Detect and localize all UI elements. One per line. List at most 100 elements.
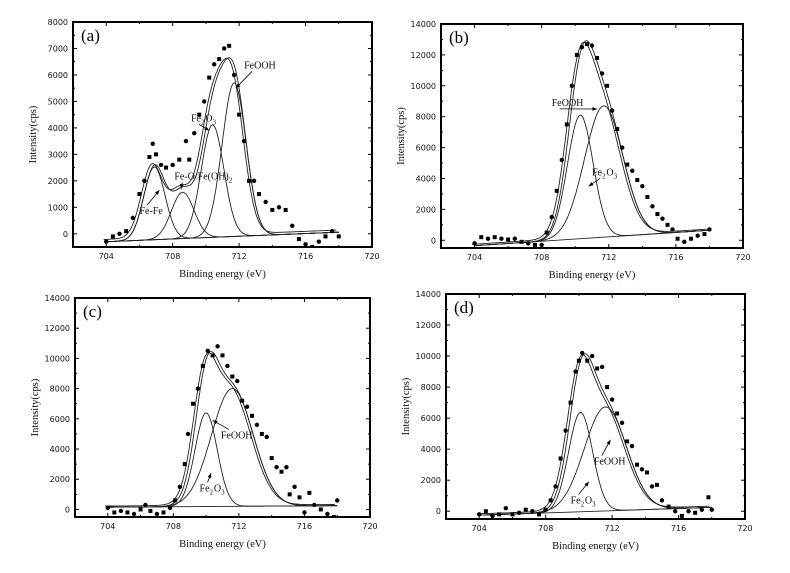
data-point [237,112,242,117]
data-point [673,509,678,514]
y-tick-label: 14000 [411,20,436,29]
y-tick-label: 5000 [48,97,68,106]
data-point [682,239,687,245]
data-point [250,413,254,418]
data-point [257,192,262,197]
data-point [605,385,610,390]
data-point [335,498,340,503]
y-tick-label: 1000 [48,203,68,212]
data-point [264,434,269,440]
data-point [161,510,166,515]
x-tick-label: 716 [668,253,683,262]
data-point [559,157,564,163]
data-point [220,353,225,358]
subscript: 2 [201,118,205,126]
text-part: FeOOH [244,60,276,71]
plot-area [103,43,341,247]
data-point [172,498,177,503]
annotation-label: Fe-Fe [139,206,163,217]
data-point [497,512,502,517]
y-tick-label: 7000 [48,44,68,53]
data-point [554,188,559,193]
data-point [104,239,109,244]
data-point [231,72,237,78]
data-point [548,498,553,503]
annotation-label: Fe2 O3 [571,495,597,508]
y-tick-label: 8000 [50,385,70,394]
panel-label: (b) [449,28,469,47]
data-point [274,464,279,470]
x-tick-label: 720 [737,524,752,533]
data-point [241,138,247,144]
data-point [699,507,705,512]
y-tick-label: 4000 [50,445,70,454]
data-point [225,363,230,369]
data-point [124,229,129,234]
subscript: 2 [229,177,233,185]
subscript: 2 [602,172,606,180]
data-point [693,510,698,515]
x-tick-label: 708 [538,524,553,533]
data-point [483,509,488,514]
data-point [619,420,625,425]
data-point [125,510,130,515]
text-part: Fe-O/Fe(OH) [174,172,228,183]
annotation-label: Fe2 O3 [191,113,217,126]
data-point [492,235,497,240]
plot-area [472,40,712,248]
data-point [254,422,260,428]
annotation-arrowhead-icon [180,183,184,189]
envelope-fit-curve [479,353,712,516]
data-point [279,469,284,474]
data-point [187,157,192,162]
data-point [479,235,484,240]
annotation-label: FeOOH [244,60,276,71]
data-point [644,470,649,475]
annotation-arrowhead-icon [204,126,210,131]
y-tick-label: 12000 [416,321,441,330]
data-point [205,348,210,354]
data-point [164,165,169,170]
annotation-arrowhead-icon [207,473,212,479]
x-tick-label: 704 [99,252,114,261]
y-tick-label: 14000 [416,290,441,299]
data-point [148,508,153,513]
annotation-arrowhead-icon [235,83,241,89]
text-part: Fe [571,495,582,506]
data-point [284,464,289,470]
data-point [290,223,295,229]
data-point [310,245,315,247]
data-point [549,214,554,220]
data-point [316,239,322,244]
text-part [216,113,217,124]
x-tick-label: 712 [231,252,246,261]
envelope-curve-outer [103,57,337,240]
data-point [670,227,675,232]
data-point [200,363,205,368]
x-tick-label: 716 [297,522,312,531]
annotation-arrowhead-icon [212,420,218,425]
annotation-arrowhead-icon [154,190,160,195]
data-point [147,155,152,159]
envelope-curve-outer [476,354,710,515]
data-point [240,398,245,403]
y-tick-label: 12000 [45,324,70,333]
data-point [202,99,207,104]
y-tick-label: 0 [63,230,68,239]
annotation-arrowhead-icon [606,439,611,445]
data-point [558,456,563,461]
plot-area [476,350,714,519]
y-tick-label: 0 [431,236,436,245]
data-point [110,234,115,239]
data-point [331,515,336,517]
data-point [167,505,173,511]
data-point [506,237,511,242]
x-tick-label: 712 [601,253,616,262]
data-point [599,364,605,370]
data-point [490,513,495,519]
data-point [235,378,240,384]
data-point [579,44,585,50]
data-point [230,374,235,379]
x-tick-label: 716 [671,524,686,533]
data-point [620,145,625,150]
